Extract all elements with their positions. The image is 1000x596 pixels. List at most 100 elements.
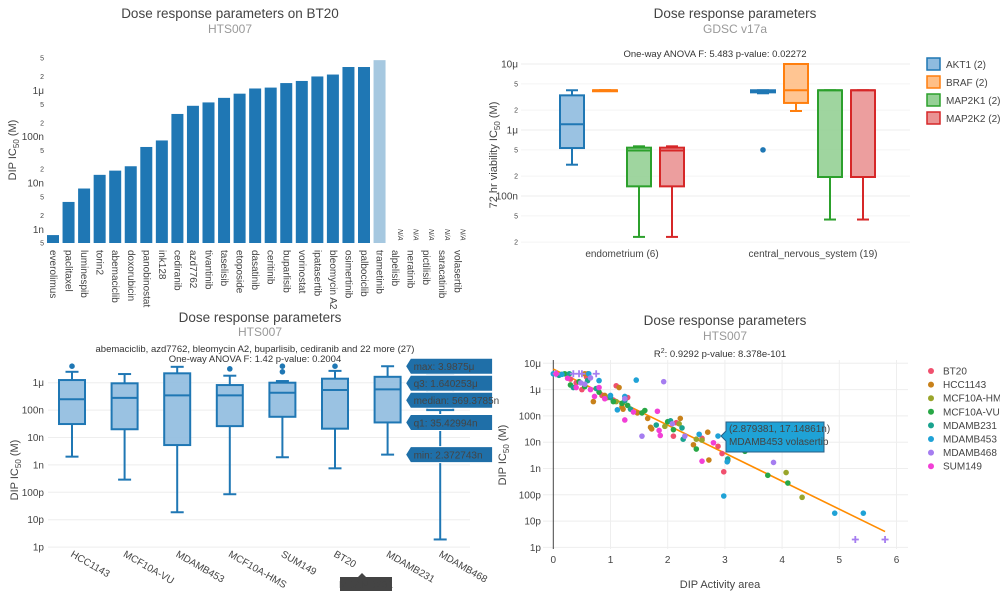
box-MAP2K2[interactable] (850, 89, 876, 221)
data-point-cross[interactable] (851, 535, 859, 543)
bar[interactable] (358, 67, 370, 243)
data-point[interactable] (622, 417, 628, 423)
data-point[interactable] (644, 415, 651, 422)
box-BT20[interactable] (321, 363, 349, 470)
data-point[interactable] (720, 493, 727, 499)
box-AKT1[interactable] (750, 89, 776, 153)
data-point[interactable] (799, 494, 805, 501)
data-point[interactable] (860, 510, 867, 516)
legend-item[interactable]: MAP2K1 (2) (926, 93, 1000, 107)
bar[interactable] (218, 97, 231, 243)
bar[interactable] (264, 87, 277, 243)
bar[interactable] (233, 93, 246, 243)
legend-item[interactable]: HCC1143 (928, 380, 987, 391)
bar[interactable] (140, 146, 153, 243)
bar[interactable] (93, 174, 106, 243)
bar[interactable] (78, 188, 91, 243)
data-point[interactable] (715, 443, 721, 450)
box-MAP2K1[interactable] (817, 89, 843, 221)
legend-item[interactable]: BRAF (2) (926, 75, 988, 89)
data-point[interactable] (660, 378, 667, 385)
data-point[interactable] (657, 432, 664, 439)
box-MAP2K1[interactable] (626, 145, 652, 238)
data-point[interactable] (785, 480, 791, 486)
bar[interactable] (342, 67, 355, 243)
box-AKT1[interactable] (559, 89, 585, 166)
data-point[interactable] (630, 409, 637, 415)
bar[interactable] (124, 166, 137, 243)
legend-item[interactable]: MDAMB231 (928, 421, 997, 432)
data-point[interactable] (587, 375, 594, 381)
data-point[interactable] (616, 384, 622, 391)
data-point[interactable] (566, 370, 573, 377)
data-point[interactable] (724, 458, 730, 465)
data-point[interactable] (633, 377, 640, 383)
bar[interactable] (47, 235, 59, 243)
legend-item[interactable]: MDAMB468 (928, 448, 997, 459)
bar[interactable] (280, 83, 293, 244)
data-point[interactable] (710, 439, 717, 446)
legend-item[interactable]: SUM149 (928, 462, 982, 473)
data-point[interactable] (696, 431, 702, 438)
data-point[interactable] (670, 426, 677, 433)
data-point[interactable] (690, 441, 697, 448)
data-point[interactable] (765, 472, 771, 479)
legend-item[interactable]: MCF10A-HMS (928, 394, 1000, 405)
data-point[interactable] (715, 433, 721, 439)
data-point[interactable] (601, 395, 608, 402)
box-MDAMB231[interactable] (373, 365, 402, 456)
data-point[interactable] (783, 469, 789, 476)
box-BRAF[interactable] (783, 63, 809, 113)
data-point[interactable] (831, 510, 838, 516)
box-MAP2K2[interactable] (659, 145, 685, 238)
data-point[interactable] (679, 425, 685, 431)
data-point[interactable] (706, 457, 712, 463)
data-point[interactable] (591, 393, 598, 400)
data-point[interactable] (577, 380, 584, 386)
bar[interactable] (311, 76, 324, 243)
bar[interactable] (326, 74, 339, 243)
data-point-cross[interactable] (592, 370, 600, 378)
data-point[interactable] (622, 395, 628, 402)
data-point-cross[interactable] (881, 535, 889, 543)
data-point[interactable] (699, 437, 705, 443)
data-point[interactable] (648, 426, 655, 432)
data-point[interactable] (720, 468, 727, 475)
data-point[interactable] (677, 415, 684, 422)
box-MCF10A-HMS[interactable] (215, 366, 244, 496)
box-BRAF[interactable] (592, 89, 618, 93)
data-point[interactable] (656, 427, 662, 434)
data-point[interactable] (693, 436, 700, 443)
box-HCC1143[interactable] (58, 363, 86, 458)
legend-item[interactable]: MCF10A-VU (928, 407, 1000, 418)
bar[interactable] (109, 170, 122, 243)
data-point[interactable] (610, 398, 617, 405)
data-point[interactable] (553, 370, 559, 377)
legend-item[interactable]: AKT1 (2) (926, 57, 986, 71)
bar[interactable] (171, 113, 184, 243)
data-point[interactable] (682, 433, 688, 439)
data-point[interactable] (669, 421, 676, 427)
data-point[interactable] (596, 377, 602, 384)
data-point[interactable] (590, 398, 597, 405)
legend-item[interactable]: MAP2K2 (2) (926, 111, 1000, 125)
bar[interactable] (202, 102, 215, 243)
data-point[interactable] (704, 429, 711, 436)
data-point[interactable] (573, 384, 579, 391)
data-point[interactable] (699, 458, 705, 464)
data-point[interactable] (587, 386, 594, 393)
box-MDAMB453[interactable] (163, 365, 192, 514)
bar[interactable] (373, 60, 386, 243)
data-point[interactable] (693, 446, 700, 452)
data-point[interactable] (559, 371, 565, 378)
legend-item[interactable]: MDAMB453 (928, 435, 997, 446)
data-point[interactable] (653, 422, 660, 428)
data-point[interactable] (639, 433, 645, 439)
data-point[interactable] (676, 421, 682, 427)
bar[interactable] (62, 201, 75, 243)
bar[interactable] (186, 105, 199, 243)
legend-item[interactable]: BT20 (928, 367, 967, 378)
bar[interactable] (249, 88, 262, 243)
bar[interactable] (155, 140, 168, 243)
data-point[interactable] (614, 407, 621, 413)
